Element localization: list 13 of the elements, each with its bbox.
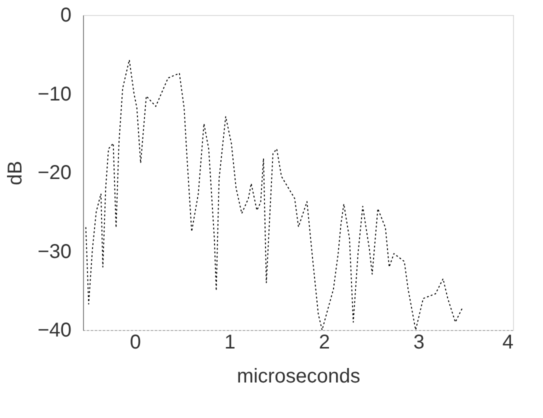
x-tick-label: 0 <box>130 332 142 354</box>
x-axis-title: microseconds <box>236 366 360 388</box>
y-tick-label: −20 <box>38 162 72 184</box>
x-tick-label: 4 <box>502 332 514 354</box>
y-tick-label: −10 <box>38 83 72 106</box>
line-series <box>85 59 462 330</box>
x-tick-label: 3 <box>413 332 425 354</box>
y-tick-label: −40 <box>38 320 72 342</box>
x-tick-label: 1 <box>224 332 236 354</box>
y-tick-label: −30 <box>38 240 72 263</box>
y-tick-label: 0 <box>60 4 72 26</box>
y-axis-title: dB <box>4 160 27 186</box>
x-tick-label: 2 <box>318 332 330 354</box>
